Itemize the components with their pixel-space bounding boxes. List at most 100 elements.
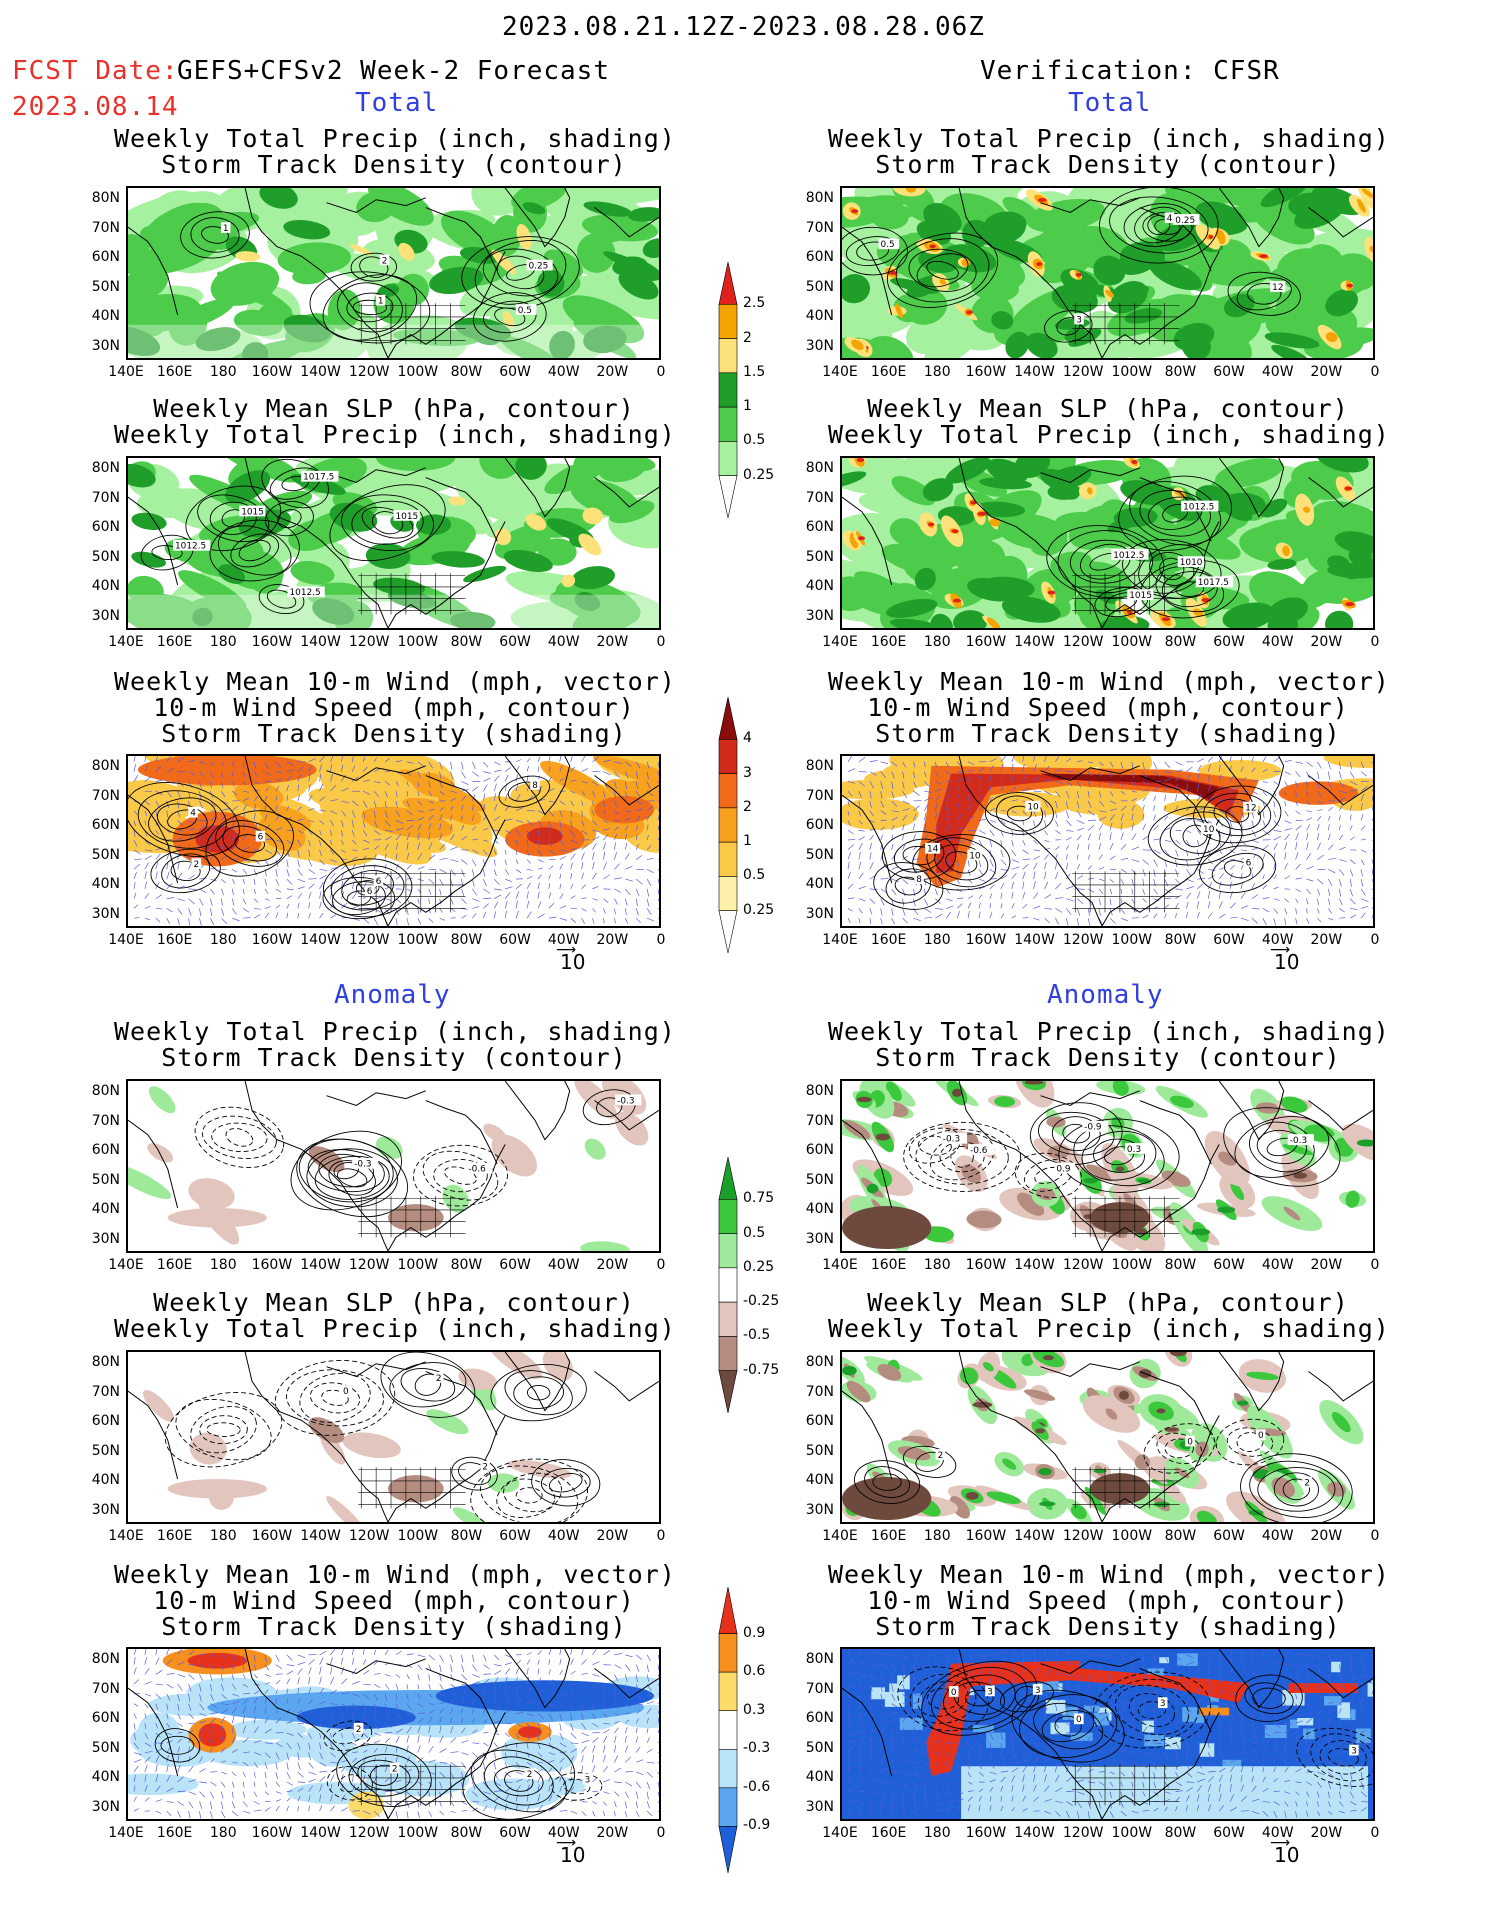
contour-label: 1015 — [241, 507, 264, 517]
lon-label: 60W — [499, 1825, 531, 1841]
contour-label: 1015 — [395, 512, 418, 522]
lon-label: 0 — [1370, 364, 1380, 380]
lon-label: 140W — [300, 1825, 341, 1841]
colorbar-swatch — [718, 441, 738, 477]
vector-reference-arrow: ⟶ — [556, 942, 577, 958]
lon-label: 160E — [156, 634, 193, 650]
colorbar-label: -0.9 — [743, 1817, 771, 1834]
coastlines — [128, 756, 659, 926]
contour-label: 6 — [258, 833, 264, 843]
panel-title-line: Storm Track Density (shading) — [875, 719, 1341, 748]
colorbar-precip_anom — [718, 1156, 738, 1414]
colorbar-swatch — [718, 1671, 738, 1712]
lon-label: 100W — [1111, 364, 1153, 380]
lat-label: 30N — [91, 905, 120, 922]
contour-label: -0.3 — [617, 1096, 634, 1106]
lon-label: 60W — [1213, 634, 1245, 650]
contour-label: -0.3 — [943, 1135, 960, 1145]
panel-title-line: Weekly Total Precip (inch, shading) — [828, 124, 1390, 153]
contour-label: 8 — [532, 781, 538, 791]
lon-label: 100W — [1111, 1825, 1153, 1841]
lon-label: 140E — [822, 364, 858, 380]
lon-label: 140E — [822, 1257, 858, 1273]
section-anomaly-right: Anomaly — [1047, 980, 1164, 1010]
contour-label: 0 — [1076, 1715, 1082, 1725]
contour-label: 10 — [969, 851, 981, 861]
panel-title-line: 10-m Wind Speed (mph, contour) — [153, 1586, 635, 1615]
colorbar-swatch — [718, 475, 738, 519]
lat-label: 60N — [91, 817, 120, 833]
lat-label: 70N — [805, 1112, 834, 1129]
lat-label: 80N — [91, 190, 120, 206]
lat-label: 40N — [91, 308, 120, 324]
colorbar-label: -0.75 — [743, 1361, 780, 1378]
lon-label: 160W — [251, 1257, 293, 1273]
section-total-left: Total — [355, 88, 439, 118]
coastlines — [128, 1352, 659, 1522]
lon-label: 160E — [870, 364, 907, 380]
lon-label: 140E — [108, 1528, 144, 1544]
lon-label: 100W — [397, 364, 439, 380]
lon-label: 20W — [596, 1528, 629, 1544]
lon-label: 140E — [822, 1825, 858, 1841]
lat-label: 30N — [91, 1501, 120, 1518]
lon-label: 40W — [547, 1825, 580, 1841]
lat-label: 80N — [91, 1083, 120, 1099]
lon-label: 160E — [870, 932, 907, 948]
colorbar-storm_anom — [718, 1586, 738, 1874]
panel-title-line: Storm Track Density (contour) — [161, 150, 627, 179]
field-shading — [128, 188, 659, 358]
colorbar-swatch — [718, 841, 738, 877]
colorbar-swatch — [718, 1370, 738, 1414]
lat-label: 70N — [805, 219, 834, 236]
contours — [164, 1352, 601, 1522]
coastlines — [128, 1649, 659, 1819]
colorbar-swatch — [718, 1633, 738, 1673]
lat-label: 70N — [805, 489, 834, 506]
lon-label: 100W — [1111, 1528, 1153, 1544]
lon-label: 160E — [156, 932, 193, 948]
date-range-title: 2023.08.21.12Z-2023.08.28.06Z — [502, 12, 985, 42]
contour-label: 10 — [1203, 825, 1215, 835]
coastlines — [128, 188, 659, 358]
map-panel-L2: 1012.5 1015 1012.5 1015 1017.5 — [126, 456, 661, 630]
colorbar-swatch — [718, 1826, 738, 1874]
panel-title-line: Weekly Total Precip (inch, shading) — [114, 124, 676, 153]
lon-label: 0 — [656, 1825, 666, 1841]
map-panel-L5: 2 0 2 — [126, 1350, 661, 1524]
lon-label: 160E — [156, 1257, 193, 1273]
panel-title-line: 10-m Wind Speed (mph, contour) — [867, 1586, 1349, 1615]
contour-label: 14 — [927, 845, 939, 855]
lat-label: 60N — [805, 519, 834, 535]
fcst-model-label: GEFS+CFSv2 Week-2 Forecast — [177, 56, 610, 86]
contours — [140, 458, 446, 615]
contour-label: 1012.5 — [175, 542, 206, 552]
lon-label: 100W — [1111, 932, 1153, 948]
colorbar-label: 1 — [743, 398, 752, 415]
map-panel-L6: 2 3 2 2 — [126, 1647, 661, 1821]
lon-label: 60W — [499, 364, 531, 380]
contour-label: -0.6 — [468, 1165, 486, 1175]
lon-label: 120W — [348, 1825, 390, 1841]
colorbar-label: 0.6 — [743, 1663, 766, 1680]
lon-label: 160W — [251, 364, 293, 380]
panel-title-line: Weekly Total Precip (inch, shading) — [828, 1314, 1390, 1343]
lon-label: 160W — [965, 634, 1007, 650]
lon-label: 160W — [965, 364, 1007, 380]
colorbar-swatch — [718, 738, 738, 774]
colorbar-swatch — [718, 1336, 738, 1372]
lat-label: 80N — [805, 190, 834, 206]
lon-label: 140E — [108, 932, 144, 948]
panel-title-line: 10-m Wind Speed (mph, contour) — [153, 693, 635, 722]
lon-label: 60W — [499, 634, 531, 650]
coastlines — [842, 756, 1373, 926]
colorbar-label: 0.5 — [743, 432, 766, 449]
lon-label: 140E — [822, 634, 858, 650]
lon-label: 160E — [156, 1528, 193, 1544]
lon-label: 160E — [870, 1257, 907, 1273]
colorbar-label: 0.25 — [743, 1258, 775, 1275]
contour-label: 2 — [356, 1725, 362, 1735]
lat-label: 40N — [805, 1201, 834, 1217]
colorbar-swatch — [718, 338, 738, 374]
